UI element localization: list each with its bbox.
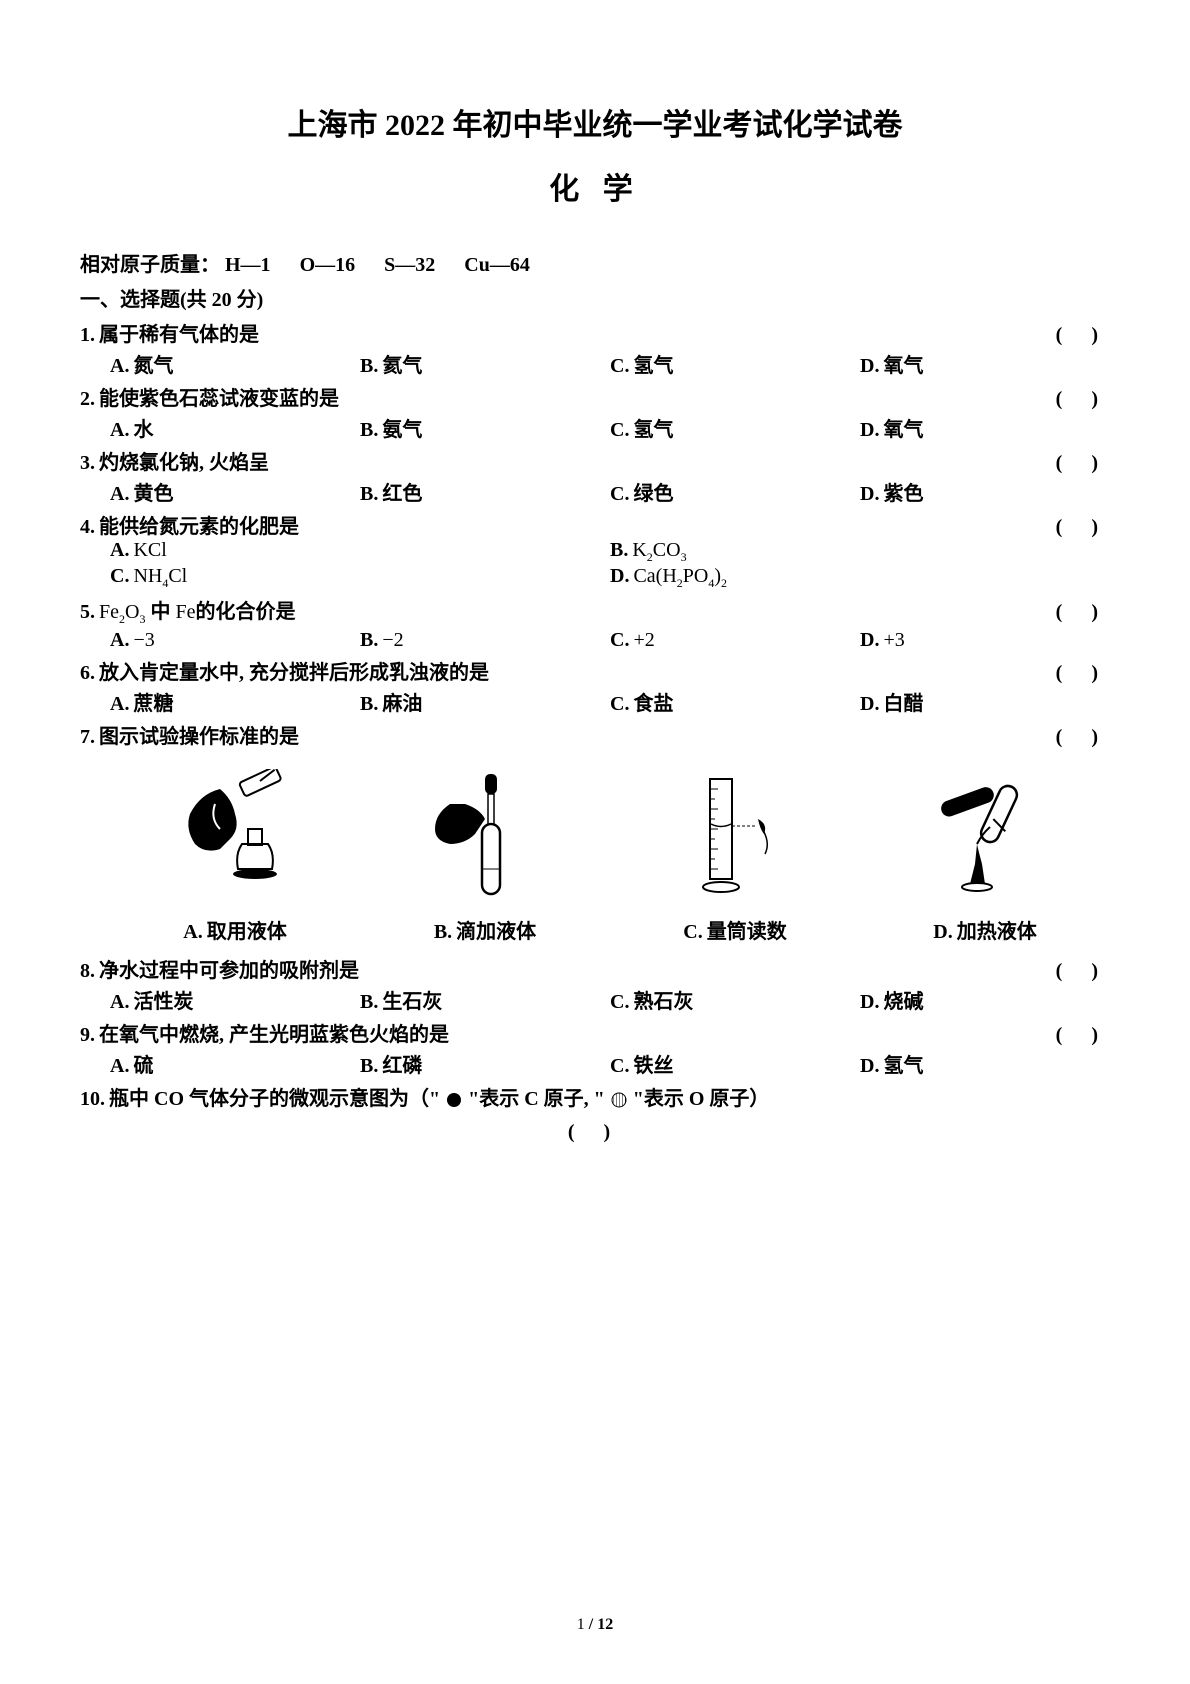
answer-blank: ( ) — [1056, 324, 1110, 347]
question-text: 放入肯定量水中, 充分搅拌后形成乳浊液的是 — [95, 656, 1056, 685]
question-text: 能使紫色石蕊试液变蓝的是 — [95, 382, 1056, 411]
hatched-circle-icon — [610, 1091, 628, 1109]
option-a: A.蔗糖 — [110, 687, 360, 716]
question-number: 1. — [80, 324, 95, 347]
option-d: D.白醋 — [860, 687, 1110, 716]
option-b: B.红色 — [360, 477, 610, 506]
answer-blank: ( ) — [1056, 516, 1110, 539]
option-b-caption: B.滴加液体 — [360, 915, 610, 944]
question-number: 6. — [80, 662, 95, 685]
answer-blank: ( ) — [1056, 726, 1110, 749]
option-b: B.红磷 — [360, 1049, 610, 1078]
question-number: 4. — [80, 516, 95, 539]
question-text: 瓶中 CO 气体分子的微观示意图为（" "表示 C 原子, " "表示 O 原子… — [105, 1082, 1110, 1111]
section-heading: 一、选择题(共 20 分) — [80, 283, 1110, 312]
option-d: D.烧碱 — [860, 985, 1110, 1014]
question-1: 1. 属于稀有气体的是 ( ) A.氮气 B.氦气 C.氢气 D.氧气 — [80, 318, 1110, 378]
question-4: 4. 能供给氮元素的化肥是 ( ) A.KCl B.K2CO3 C.NH4Cl … — [80, 510, 1110, 591]
option-b: B.−2 — [360, 629, 610, 652]
question-6: 6. 放入肯定量水中, 充分搅拌后形成乳浊液的是 ( ) A.蔗糖 B.麻油 C… — [80, 656, 1110, 716]
question-number: 3. — [80, 452, 95, 475]
atomic-mass-item: S—32 — [384, 254, 435, 276]
atomic-mass-label: 相对原子质量： — [80, 254, 220, 276]
question-number: 10. — [80, 1088, 105, 1111]
question-text: Fe2O3 中 Fe的化合价是 — [95, 595, 1056, 627]
option-c: C.NH4Cl — [110, 565, 610, 591]
question-7: 7. 图示试验操作标准的是 ( ) A.取用液体 — [80, 720, 1110, 944]
option-c-caption: C.量筒读数 — [610, 915, 860, 944]
option-b: B.氨气 — [360, 413, 610, 442]
option-d: D.紫色 — [860, 477, 1110, 506]
answer-blank: ( ) — [1056, 1024, 1110, 1047]
answer-blank: ( ) — [1056, 662, 1110, 685]
option-a: A.活性炭 — [110, 985, 360, 1014]
option-c: C.食盐 — [610, 687, 860, 716]
option-a: A.KCl — [110, 539, 610, 565]
option-a: A.−3 — [110, 629, 360, 652]
option-d: D.氧气 — [860, 349, 1110, 378]
question-number: 7. — [80, 726, 95, 749]
question-number: 8. — [80, 960, 95, 983]
question-5: 5. Fe2O3 中 Fe的化合价是 ( ) A.−3 B.−2 C.+2 D.… — [80, 595, 1110, 652]
solid-circle-icon — [445, 1091, 463, 1109]
page-footer: 1 / 12 — [0, 1616, 1190, 1634]
page-number: 1 — [577, 1616, 585, 1633]
answer-blank: ( ) — [80, 1121, 1110, 1144]
option-b: B.生石灰 — [360, 985, 610, 1014]
question-text: 属于稀有气体的是 — [95, 318, 1056, 347]
option-c: C.熟石灰 — [610, 985, 860, 1014]
option-a: A.水 — [110, 413, 360, 442]
option-a-caption: A.取用液体 — [110, 915, 360, 944]
option-d: D.氢气 — [860, 1049, 1110, 1078]
total-pages: 12 — [597, 1616, 613, 1633]
question-text: 在氧气中燃烧, 产生光明蓝紫色火焰的是 — [95, 1018, 1056, 1047]
option-c: C.铁丝 — [610, 1049, 860, 1078]
atomic-mass-item: Cu—64 — [464, 254, 530, 276]
q7-figure-a: A.取用液体 — [110, 769, 360, 944]
page-title: 上海市 2022 年初中毕业统一学业考试化学试卷 — [80, 100, 1110, 144]
option-c: C.氢气 — [610, 349, 860, 378]
atomic-mass-item: H—1 — [225, 254, 271, 276]
option-b: B.K2CO3 — [610, 539, 1110, 565]
option-c: C.绿色 — [610, 477, 860, 506]
atomic-mass-line: 相对原子质量： H—1 O—16 S—32 Cu—64 — [80, 248, 1110, 277]
question-text: 能供给氮元素的化肥是 — [95, 510, 1056, 539]
option-b: B.麻油 — [360, 687, 610, 716]
question-9: 9. 在氧气中燃烧, 产生光明蓝紫色火焰的是 ( ) A.硫 B.红磷 C.铁丝… — [80, 1018, 1110, 1078]
question-2: 2. 能使紫色石蕊试液变蓝的是 ( ) A.水 B.氨气 C.氢气 D.氧气 — [80, 382, 1110, 442]
question-3: 3. 灼烧氯化钠, 火焰呈 ( ) A.黄色 B.红色 C.绿色 D.紫色 — [80, 446, 1110, 506]
page-subtitle: 化 学 — [80, 164, 1110, 208]
option-a: A.黄色 — [110, 477, 360, 506]
option-a: A.氮气 — [110, 349, 360, 378]
q7-figure-d: D.加热液体 — [860, 769, 1110, 944]
option-d: D.+3 — [860, 629, 1110, 652]
question-number: 5. — [80, 601, 95, 624]
option-d-caption: D.加热液体 — [860, 915, 1110, 944]
answer-blank: ( ) — [1056, 960, 1110, 983]
exam-page: 上海市 2022 年初中毕业统一学业考试化学试卷 化 学 相对原子质量： H—1… — [0, 0, 1190, 1684]
option-d: D.氧气 — [860, 413, 1110, 442]
answer-blank: ( ) — [1056, 388, 1110, 411]
heat-liquid-icon — [910, 769, 1060, 899]
question-text: 净水过程中可参加的吸附剂是 — [95, 954, 1056, 983]
drop-liquid-icon — [410, 769, 560, 899]
question-number: 2. — [80, 388, 95, 411]
option-c: C.+2 — [610, 629, 860, 652]
question-number: 9. — [80, 1024, 95, 1047]
q7-figure-b: B.滴加液体 — [360, 769, 610, 944]
question-text: 灼烧氯化钠, 火焰呈 — [95, 446, 1056, 475]
option-c: C.氢气 — [610, 413, 860, 442]
pour-liquid-icon — [160, 769, 310, 899]
atomic-mass-item: O—16 — [300, 254, 356, 276]
option-d: D.Ca(H2PO4)2 — [610, 565, 1110, 591]
answer-blank: ( ) — [1056, 452, 1110, 475]
read-cylinder-icon — [660, 769, 810, 899]
question-8: 8. 净水过程中可参加的吸附剂是 ( ) A.活性炭 B.生石灰 C.熟石灰 D… — [80, 954, 1110, 1014]
question-10: 10. 瓶中 CO 气体分子的微观示意图为（" "表示 C 原子, " "表示 … — [80, 1082, 1110, 1144]
q7-figure-c: C.量筒读数 — [610, 769, 860, 944]
option-b: B.氦气 — [360, 349, 610, 378]
option-a: A.硫 — [110, 1049, 360, 1078]
question-text: 图示试验操作标准的是 — [95, 720, 1056, 749]
answer-blank: ( ) — [1056, 601, 1110, 624]
